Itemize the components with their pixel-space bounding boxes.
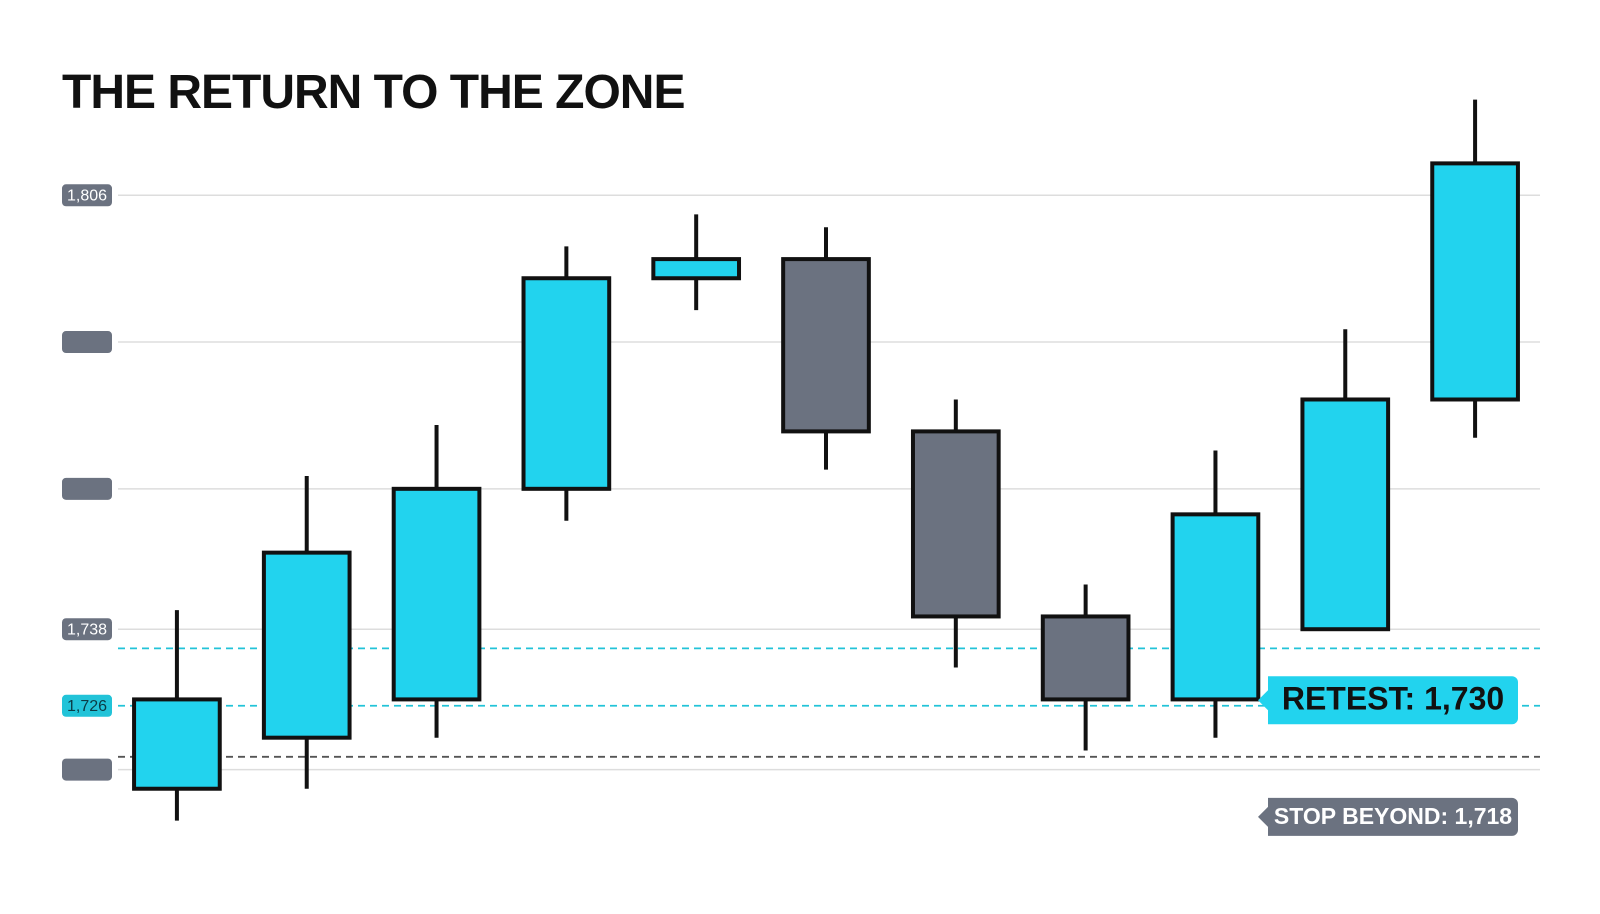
candle-body	[132, 697, 222, 791]
candle-body	[261, 550, 352, 740]
y-tick-pill	[62, 184, 112, 207]
candle-body	[1430, 161, 1520, 402]
level-label: 1,726	[67, 698, 107, 715]
candle-body	[651, 257, 742, 281]
annotation: STOP BEYOND: 1,718	[1258, 797, 1518, 836]
annotation-text: STOP BEYOND: 1,718	[1274, 803, 1512, 829]
y-tick-pill	[62, 331, 112, 354]
level-pill	[62, 694, 112, 717]
y-tick-label: 1,806	[67, 188, 107, 205]
y-tick-label: 1,738	[67, 621, 107, 638]
candle-body	[910, 429, 1001, 619]
y-tick-pill	[62, 758, 112, 781]
candle-body	[1040, 614, 1131, 702]
candle-body	[781, 257, 871, 434]
annotation-callout	[1258, 676, 1518, 725]
candle-body	[1300, 397, 1391, 632]
annotation-callout	[1258, 797, 1518, 836]
candle-body	[1170, 512, 1261, 702]
chart-title: THE RETURN TO THE ZONE	[62, 66, 684, 119]
annotation: RETEST: 1,730	[1258, 676, 1518, 725]
y-tick-pill	[62, 618, 112, 641]
candle-body	[521, 276, 612, 491]
y-tick-pill	[62, 477, 112, 500]
candle-body	[391, 486, 482, 702]
annotation-text: RETEST: 1,730	[1282, 681, 1504, 717]
